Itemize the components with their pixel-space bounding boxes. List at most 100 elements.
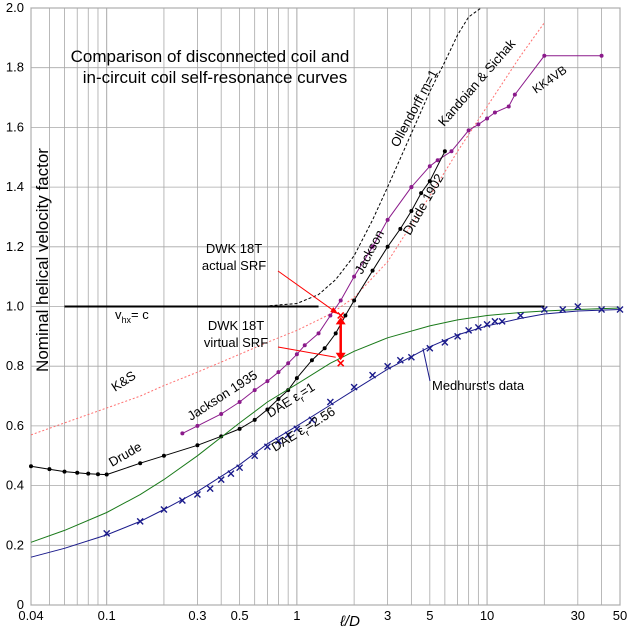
reference-line-label: vhx= c	[115, 307, 149, 325]
y-tick-label: 0.8	[6, 358, 24, 373]
y-tick-label: 0.2	[6, 537, 24, 552]
series-line	[30, 22, 545, 436]
data-point	[491, 317, 499, 325]
data-point	[286, 361, 291, 366]
x-tick-label: 1	[293, 608, 300, 623]
data-point	[441, 338, 449, 346]
data-point	[276, 397, 281, 402]
series-line	[239, 7, 482, 307]
data-point	[427, 164, 432, 169]
data-point	[350, 383, 358, 391]
srf-pointer	[277, 270, 339, 315]
data-point	[302, 343, 307, 348]
y-tick-label: 0.6	[6, 418, 24, 433]
series-line	[30, 307, 621, 543]
data-point	[227, 470, 235, 478]
srf-arrow-head	[335, 316, 346, 325]
data-point	[237, 426, 242, 431]
data-point	[62, 469, 67, 474]
y-tick-label: 0.4	[6, 478, 24, 493]
data-point	[409, 208, 414, 213]
data-point	[161, 453, 166, 458]
series-ollendorff-m-1	[239, 7, 482, 307]
x-axis-label: ℓ/D	[339, 613, 360, 629]
data-point	[616, 305, 624, 313]
data-point	[236, 464, 244, 472]
y-tick-label: 1.8	[6, 60, 24, 75]
data-point	[352, 298, 357, 303]
data-point	[419, 191, 424, 196]
data-point	[274, 437, 282, 445]
data-point	[384, 362, 392, 370]
data-point	[193, 491, 201, 499]
data-point	[454, 332, 462, 340]
data-point	[195, 443, 200, 448]
data-point	[385, 244, 390, 249]
data-point	[409, 185, 414, 190]
data-point	[483, 320, 491, 328]
data-point	[352, 274, 357, 279]
data-point	[512, 92, 517, 97]
data-point	[396, 356, 404, 364]
x-tick-label: 0.3	[188, 608, 206, 623]
data-point	[333, 331, 338, 336]
data-point	[206, 485, 214, 493]
x-tick-label: 0.5	[231, 608, 249, 623]
data-point	[294, 352, 299, 357]
label-dwk_virtual_2: virtual SRF	[204, 335, 268, 350]
data-point	[328, 313, 333, 318]
x-tick-label: 10	[480, 608, 494, 623]
data-point	[219, 434, 224, 439]
label-dwk_virtual_1: DWK 18T	[208, 318, 264, 333]
data-point	[195, 423, 200, 428]
data-point	[265, 379, 270, 384]
data-point	[276, 370, 281, 375]
data-point	[370, 244, 375, 249]
data-point	[95, 472, 100, 477]
x-tick-label: 30	[571, 608, 585, 623]
y-tick-label: 0	[17, 597, 24, 612]
data-point	[293, 425, 301, 433]
axes: 0.04 0.1 0.3 0.5 1 3 5 10 30 50 0 0.2 0.4 0.6 0.8 1.0 1.…	[6, 0, 627, 623]
data-point	[138, 461, 143, 466]
data-point	[474, 323, 482, 331]
series-medhurst-s-data	[103, 303, 624, 537]
data-point	[309, 358, 314, 363]
data-point	[219, 411, 224, 416]
series-dae-r-1	[30, 307, 621, 543]
data-point	[540, 305, 548, 313]
data-point	[542, 53, 547, 58]
data-point	[449, 149, 454, 154]
data-point	[559, 305, 567, 313]
data-point	[574, 303, 582, 310]
data-point	[237, 400, 242, 405]
data-point	[370, 268, 375, 273]
data-point	[265, 407, 270, 412]
data-point	[316, 331, 321, 336]
series-jackson-1935	[180, 185, 414, 436]
data-point	[86, 471, 91, 476]
series-drude-1902	[29, 149, 447, 477]
data-point	[427, 179, 432, 184]
data-point	[442, 149, 447, 154]
data-point	[180, 431, 185, 436]
label-dwk_actual_2: actual SRF	[202, 258, 266, 273]
data-point	[385, 217, 390, 222]
srf-marker	[337, 359, 345, 367]
label-dwk_actual_1: DWK 18T	[206, 241, 262, 256]
data-point	[369, 371, 377, 379]
data-point	[308, 416, 316, 424]
data-point	[426, 344, 434, 352]
medhurst-pointer	[422, 348, 431, 382]
data-point	[251, 452, 259, 460]
data-point	[517, 311, 525, 319]
srf-pointer	[277, 346, 336, 358]
chart-title: Comparison of disconnected coil and	[71, 47, 350, 66]
y-tick-label: 1.0	[6, 299, 24, 314]
data-point	[485, 116, 490, 121]
y-tick-label: 1.4	[6, 179, 24, 194]
data-point	[466, 128, 471, 133]
data-point	[326, 398, 334, 406]
data-point	[160, 505, 168, 513]
